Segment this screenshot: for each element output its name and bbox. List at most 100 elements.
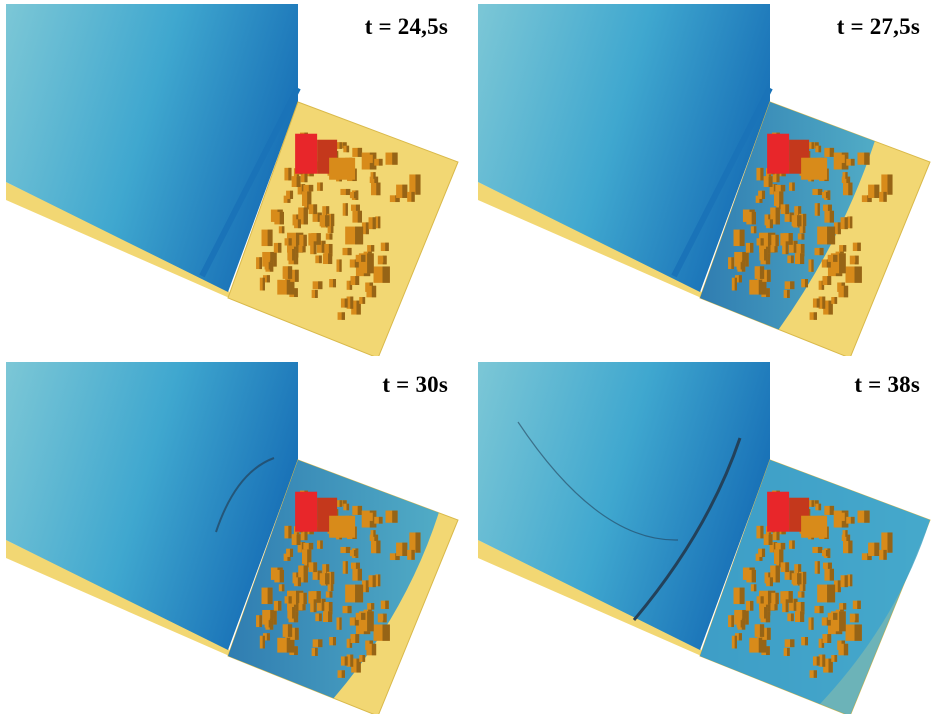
- building: [284, 596, 292, 604]
- building: [297, 542, 306, 553]
- building-shadow: [843, 245, 847, 252]
- building: [336, 500, 342, 507]
- building: [840, 512, 848, 521]
- building: [759, 607, 768, 619]
- building: [774, 549, 784, 564]
- building-shadow: [341, 312, 345, 320]
- building-shadow: [769, 577, 773, 587]
- building-shadow: [328, 611, 333, 623]
- building-shadow: [742, 609, 749, 625]
- building: [380, 614, 386, 621]
- building: [361, 222, 369, 235]
- building: [766, 219, 773, 229]
- building-shadow: [281, 226, 285, 234]
- building: [302, 191, 312, 206]
- building-shadow: [330, 571, 335, 585]
- building-shadow: [790, 639, 795, 648]
- building-shadow: [346, 145, 350, 153]
- building-shadow: [376, 182, 381, 196]
- tower-annex: [801, 515, 828, 538]
- building-shadow: [321, 240, 326, 253]
- building-shadow: [731, 615, 734, 628]
- building: [841, 176, 851, 184]
- building: [278, 584, 285, 592]
- building-shadow: [749, 600, 754, 611]
- building-shadow: [402, 184, 408, 198]
- building-shadow: [362, 297, 366, 304]
- building: [831, 297, 838, 304]
- building: [814, 561, 820, 574]
- building-shadow: [834, 297, 838, 304]
- building-shadow: [357, 147, 363, 157]
- building-shadow: [742, 251, 749, 267]
- building: [322, 611, 333, 623]
- building-shadow: [811, 617, 814, 630]
- building-shadow: [365, 580, 369, 593]
- building: [389, 553, 400, 561]
- building-shadow: [802, 581, 806, 591]
- building: [772, 170, 780, 183]
- building: [868, 542, 880, 556]
- building-shadow: [339, 617, 342, 630]
- building: [812, 656, 820, 666]
- building-shadow: [780, 542, 786, 550]
- building: [784, 212, 794, 222]
- tower-block: [295, 133, 318, 174]
- building-shadow: [332, 637, 337, 646]
- building: [287, 607, 296, 619]
- building: [264, 620, 272, 628]
- building-shadow: [867, 195, 872, 203]
- building-shadow: [292, 607, 296, 619]
- building: [861, 553, 872, 561]
- building-shadow: [833, 612, 838, 620]
- building: [349, 259, 359, 268]
- building: [308, 562, 318, 573]
- building-shadow: [288, 167, 292, 181]
- building-shadow: [318, 255, 322, 264]
- wave-front: [671, 86, 773, 278]
- building-shadow: [371, 643, 377, 656]
- building-shadow: [790, 613, 794, 622]
- building-shadow: [775, 207, 780, 225]
- building: [349, 617, 359, 626]
- building-shadow: [827, 562, 832, 569]
- building: [794, 206, 802, 218]
- building-shadow: [854, 624, 862, 641]
- building-shadow: [411, 191, 415, 202]
- building-shadow: [294, 269, 299, 282]
- building-shadow: [738, 633, 742, 641]
- wave-front: [199, 86, 301, 278]
- building-shadow: [374, 534, 379, 542]
- building: [822, 276, 832, 285]
- building: [370, 540, 381, 554]
- building: [340, 546, 351, 554]
- building-shadow: [761, 548, 766, 557]
- building: [733, 587, 745, 605]
- building-shadow: [826, 617, 831, 626]
- building: [311, 647, 318, 656]
- building-shadow: [798, 206, 802, 218]
- building: [346, 638, 353, 648]
- channel-bank: [478, 182, 706, 300]
- building: [827, 612, 838, 620]
- building-shadow: [845, 530, 848, 537]
- time-label: t = 24,5s: [364, 14, 448, 39]
- building-shadow: [753, 226, 757, 234]
- building: [351, 658, 361, 673]
- building: [783, 647, 790, 656]
- building: [274, 569, 284, 583]
- building-shadow: [297, 219, 301, 229]
- building: [298, 244, 306, 253]
- building-shadow: [785, 204, 790, 215]
- building-shadow: [811, 259, 814, 272]
- building-shadow: [318, 613, 322, 622]
- building: [370, 172, 376, 179]
- building: [346, 280, 353, 290]
- building: [346, 296, 354, 309]
- building-shadow: [826, 259, 831, 268]
- building: [349, 191, 358, 199]
- building: [731, 635, 737, 649]
- building: [329, 637, 337, 646]
- building: [733, 229, 745, 247]
- building-shadow: [347, 605, 352, 614]
